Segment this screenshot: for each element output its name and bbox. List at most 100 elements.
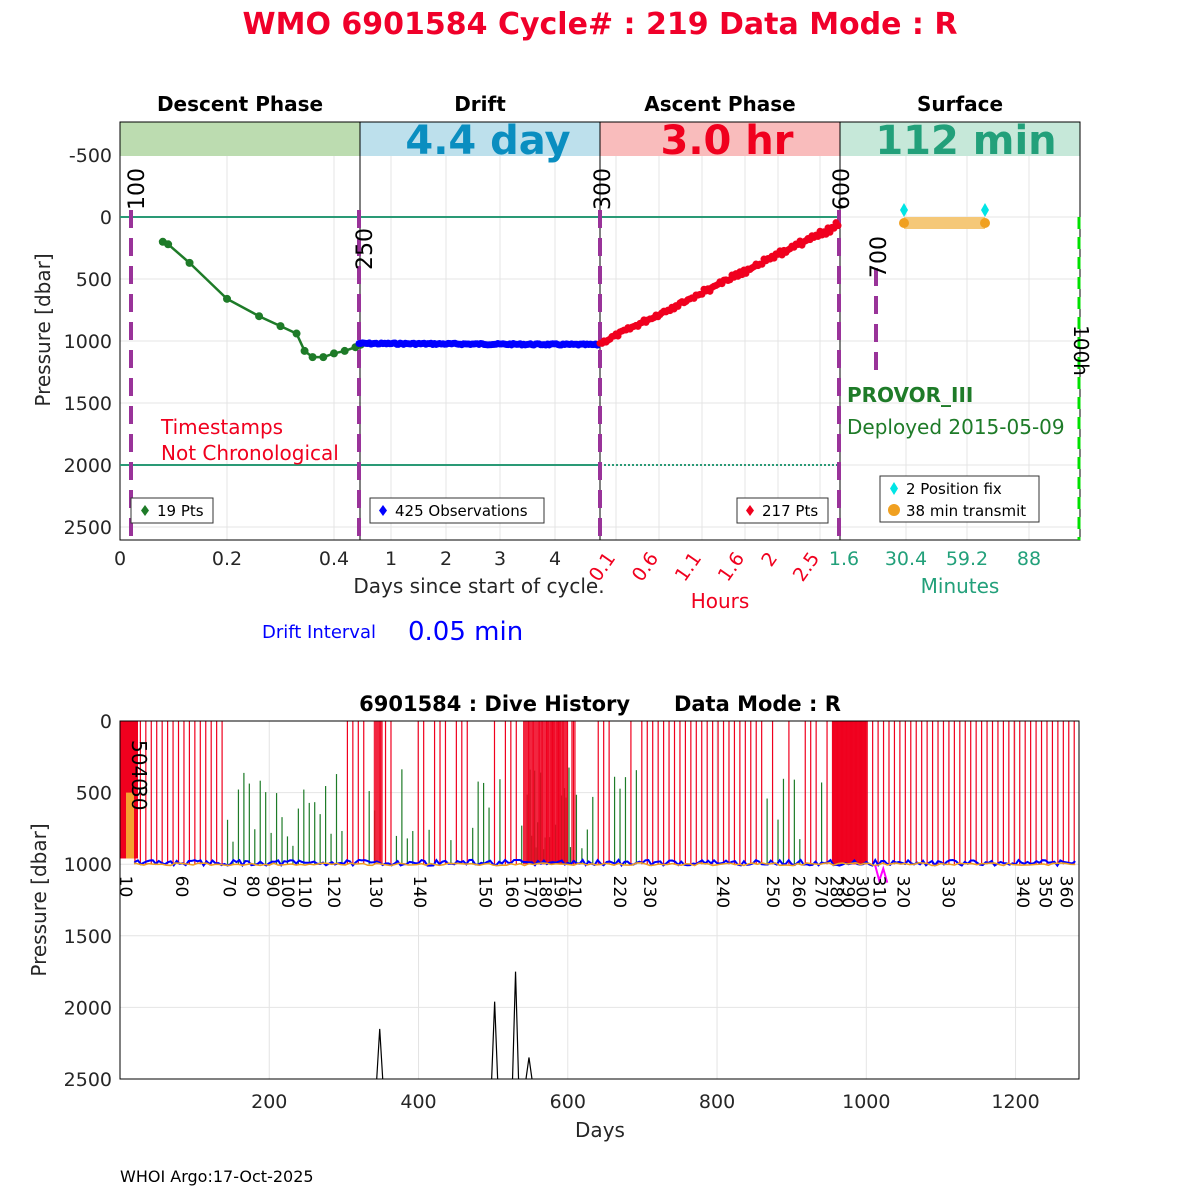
ascent-band <box>600 122 840 156</box>
descent-point <box>340 346 349 355</box>
ascent-legend-label: 217 Pts <box>762 502 818 520</box>
descent-point <box>255 312 264 321</box>
cycle-label: 360 <box>1055 876 1075 908</box>
hours-axis-label: Hours <box>691 589 750 613</box>
descent-x-axis: 0 0.2 0.4 <box>114 548 349 570</box>
cycle-label: 180 <box>534 876 554 908</box>
cycle-label: 10 <box>115 876 135 898</box>
descent-band <box>120 122 360 156</box>
descent-legend-icon <box>141 505 149 516</box>
dense-profile-block <box>832 721 867 865</box>
descent-point <box>330 349 338 358</box>
descent-legend: 19 Pts <box>130 497 214 524</box>
cycle-label: 100 <box>277 876 297 908</box>
xtick-label: 0.6 <box>628 548 663 585</box>
xtick-label: 1000 <box>842 1091 890 1113</box>
cycle-panel: Descent Phase Drift Ascent Phase Surface… <box>31 92 1093 647</box>
position-fix-legend-label: 2 Position fix <box>906 480 1002 498</box>
cycle-label: 320 <box>893 876 913 908</box>
xtick-label: 0 <box>114 548 126 570</box>
deep-profile <box>376 1028 384 1080</box>
descent-point <box>223 294 231 303</box>
bottom-y-axis-label: Pressure [dbar] <box>27 823 51 976</box>
xtick-label: 800 <box>699 1091 735 1113</box>
xtick-label: 2 <box>440 548 452 570</box>
ytick-label: 1500 <box>64 393 112 415</box>
xtick-label: 600 <box>550 1091 586 1113</box>
transmit-start-point <box>899 218 909 228</box>
drift-series <box>355 339 601 349</box>
cycle-label: 60 <box>171 876 191 898</box>
xtick-label: 3 <box>494 548 506 570</box>
cycle-label: 190 <box>549 876 569 908</box>
descent-point <box>319 353 328 362</box>
deep-profile <box>511 971 520 1080</box>
descent-legend-label: 19 Pts <box>157 502 204 520</box>
phase-label-ascent: Ascent Phase <box>644 92 795 116</box>
position-fix-legend-icon <box>890 482 898 495</box>
xtick-label: 1.6 <box>829 548 859 570</box>
cycle-label: 110 <box>294 876 314 908</box>
marker-label-100h: 100h <box>1069 325 1093 376</box>
xtick-label: 1.6 <box>714 548 749 585</box>
xtick-label: 1.1 <box>671 548 706 585</box>
warning-line-1: Timestamps <box>160 415 283 439</box>
bottom-y-axis: 0 500 1000 1500 2000 2500 <box>64 711 112 1091</box>
drift-interval-value: 0.05 min <box>408 617 523 647</box>
cycle-label: 240 <box>712 876 732 908</box>
ascent-legend-icon <box>746 505 754 516</box>
cycle-label: 80 <box>242 876 262 898</box>
bottom-grid <box>120 721 1079 1079</box>
marker-label-100: 100 <box>125 168 150 210</box>
minutes-axis-label: Minutes <box>921 574 1000 598</box>
cycle-label: 150 <box>475 876 495 908</box>
deep-profile <box>525 1057 533 1080</box>
days-axis-label: Days since start of cycle. <box>353 574 604 598</box>
cycle-label: 230 <box>639 876 659 908</box>
descent-point <box>185 258 194 267</box>
dive-history-panel: 6901584 : Dive History Data Mode : R 0 50… <box>27 692 1080 1142</box>
ytick-label: 1500 <box>64 926 112 948</box>
ytick-label: -500 <box>69 145 112 167</box>
ascent-series <box>596 219 842 347</box>
xtick-label: 59.2 <box>946 548 988 570</box>
phase-label-drift: Drift <box>454 92 506 116</box>
ytick-label: 1000 <box>64 331 112 353</box>
ascent-point <box>834 222 842 230</box>
transmit-legend-label: 38 min transmit <box>906 502 1026 520</box>
drift-band <box>360 122 600 156</box>
ytick-label: 0 <box>100 711 112 733</box>
cycle-label: 130 <box>365 876 385 908</box>
xtick-label: 1 <box>385 548 397 570</box>
ytick-label: 1000 <box>64 854 112 876</box>
xtick-label: 0.4 <box>319 548 349 570</box>
cycle-label: 260 <box>788 876 808 908</box>
top-y-axis-label: Pressure [dbar] <box>31 253 55 406</box>
descent-point <box>276 322 285 331</box>
phase-label-surface: Surface <box>917 92 1003 116</box>
marker-label-300: 300 <box>591 168 616 210</box>
transmit-end-point <box>980 218 990 228</box>
anomaly-mark <box>874 865 889 885</box>
dive-history-series <box>120 721 1076 1080</box>
ytick-label: 2000 <box>64 455 112 477</box>
cycle-label: 90 <box>262 876 282 898</box>
deploy-date: Deployed 2015-05-09 <box>847 415 1065 439</box>
descent-point <box>164 240 173 249</box>
figure-title: WMO 6901584 Cycle# : 219 Data Mode : R <box>243 7 958 42</box>
xtick-label: 1200 <box>991 1091 1039 1113</box>
surface-duration: 112 min <box>875 118 1056 164</box>
descent-point <box>292 329 301 338</box>
cycle-label: 300 <box>852 876 872 908</box>
ytick-label: 500 <box>76 269 112 291</box>
bottom-x-axis-label: Days <box>575 1118 625 1142</box>
ytick-label: 2500 <box>64 517 112 539</box>
ytick-label: 2500 <box>64 1069 112 1091</box>
xtick-label: 88 <box>1017 548 1041 570</box>
top-y-axis: -500 0 500 1000 1500 2000 2500 <box>64 145 112 539</box>
descent-point <box>300 346 309 355</box>
cycle-label: 310 <box>869 876 889 908</box>
dive-annotation: 5040 <box>127 740 151 791</box>
marker-label-600: 600 <box>830 168 855 210</box>
